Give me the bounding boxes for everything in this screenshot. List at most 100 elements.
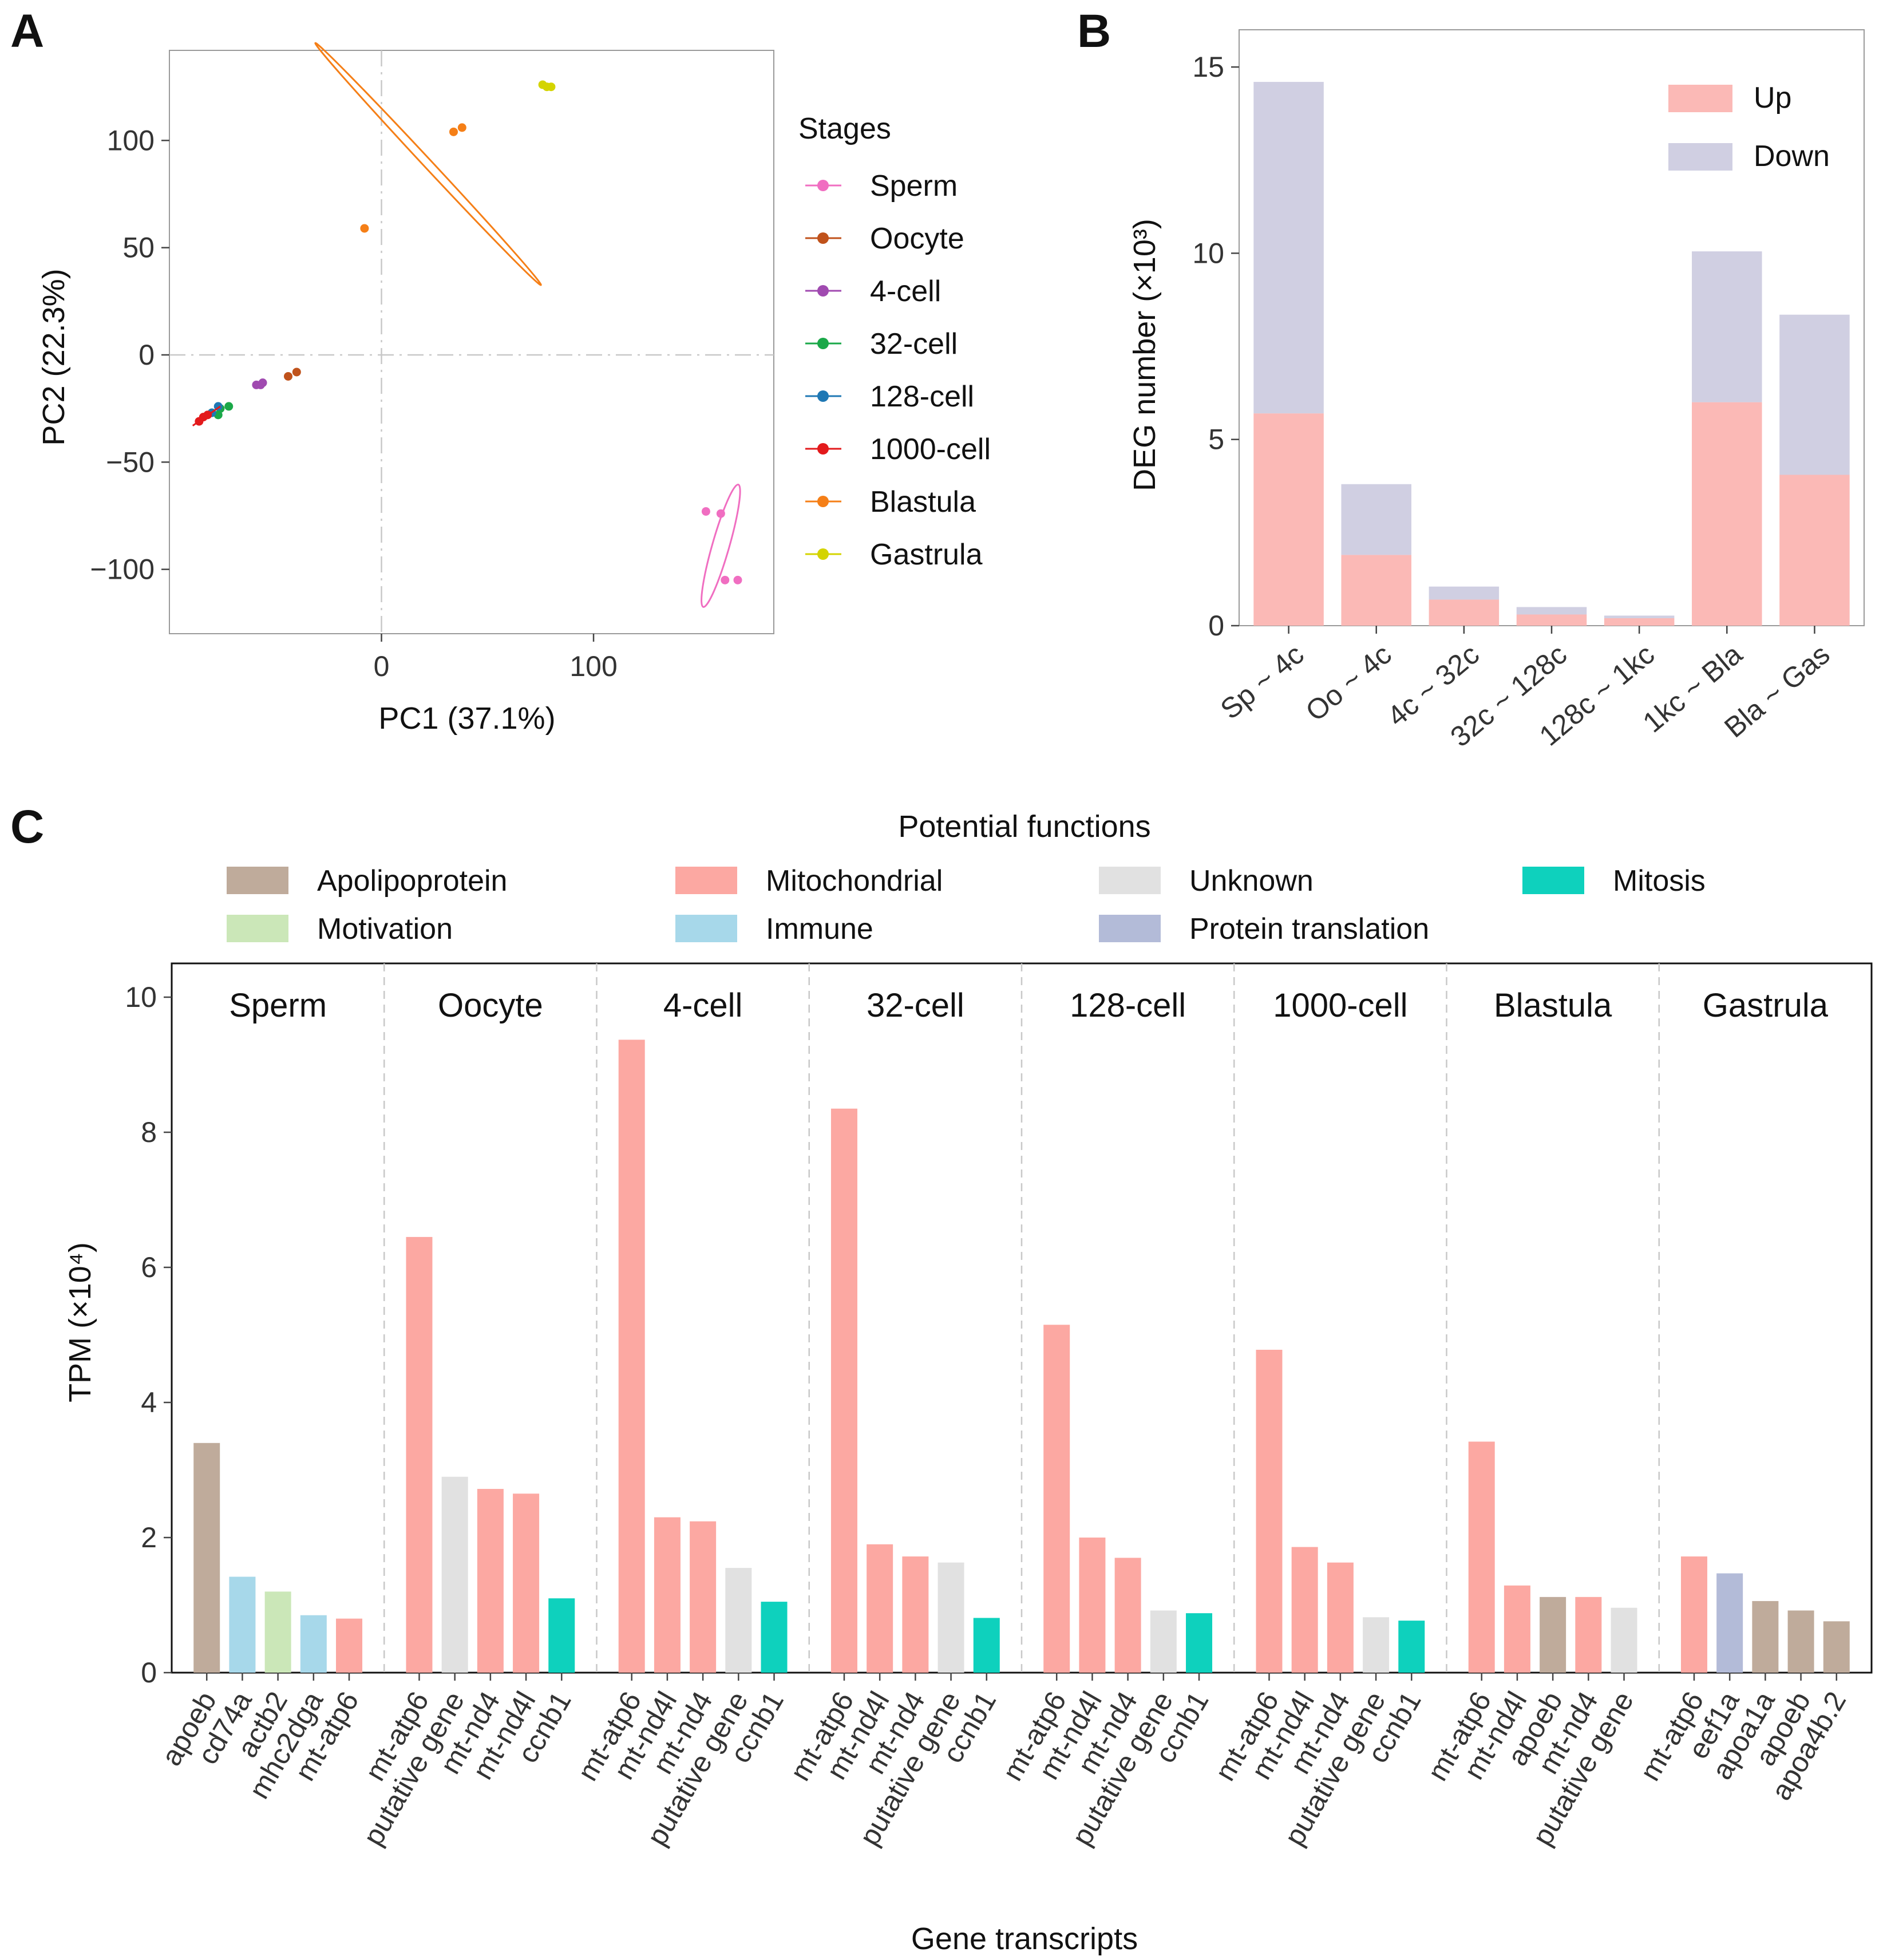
tpm-bar	[690, 1521, 717, 1673]
stage-label: 128-cell	[1070, 987, 1186, 1024]
functions-legend: Apolipoprotein Motivation Mitochondrial Imm…	[227, 864, 1706, 946]
function-legend-label: Mitosis	[1613, 864, 1706, 898]
tpm-bar	[1363, 1617, 1390, 1673]
deg-bar-up	[1779, 475, 1850, 626]
tpm-bar	[1398, 1621, 1425, 1673]
pca-y-tick-label: −100	[90, 554, 155, 586]
stage-label: 4-cell	[663, 987, 743, 1024]
tpm-bar	[1575, 1597, 1602, 1673]
tpm-bar	[1787, 1610, 1814, 1673]
pca-legend-marker	[817, 496, 829, 507]
function-legend-label: Unknown	[1189, 864, 1314, 898]
pca-y-tick-label: −50	[106, 446, 155, 478]
pca-x-tick-label: 0	[374, 650, 390, 682]
stage-label: 1000-cell	[1273, 987, 1407, 1024]
tpm-bar	[830, 1108, 857, 1673]
pca-legend-title: Stages	[798, 112, 891, 145]
deg-frame	[1239, 29, 1865, 626]
pca-frame	[169, 50, 774, 634]
pca-legend-marker	[817, 285, 829, 297]
pca-point	[721, 575, 730, 584]
tpm-bar	[1327, 1562, 1354, 1673]
pca-ellipse	[701, 483, 741, 608]
function-legend-swatch	[1522, 867, 1584, 894]
tpm-y-tick-label: 0	[141, 1657, 157, 1689]
deg-y-tick-label: 5	[1208, 424, 1224, 456]
tpm-bar	[1540, 1597, 1566, 1673]
panel-label-c: C	[10, 801, 44, 853]
pca-point	[457, 123, 466, 132]
pca-legend-marker	[817, 232, 829, 244]
function-legend-swatch	[675, 915, 737, 942]
pca-ellipse	[314, 42, 542, 286]
deg-bar-down	[1604, 615, 1675, 618]
stage-label: Blastula	[1494, 987, 1612, 1024]
function-legend-swatch	[227, 915, 288, 942]
tpm-bar	[1291, 1547, 1318, 1673]
deg-bar-down	[1429, 586, 1500, 600]
tpm-bar	[548, 1598, 575, 1673]
function-legend-label: Apolipoprotein	[317, 864, 507, 898]
deg-bar-down	[1253, 82, 1324, 414]
tpm-bar	[1823, 1621, 1850, 1673]
stage-label: 32-cell	[867, 987, 964, 1024]
pca-panel: 0 100 −100 −50 0 50 100 PC1 (37.1%) PC2 (22.3%…	[37, 42, 991, 736]
tpm-bar	[654, 1517, 681, 1673]
functions-legend-title: Potential functions	[898, 809, 1150, 844]
tpm-bar	[937, 1562, 964, 1673]
tpm-bar	[300, 1615, 327, 1673]
tpm-bar	[406, 1236, 433, 1673]
tpm-bar	[618, 1040, 645, 1673]
tpm-bar	[1680, 1556, 1707, 1673]
pca-legend-label: 1000-cell	[870, 433, 991, 466]
pca-legend-marker	[817, 443, 829, 455]
tpm-bar	[1114, 1558, 1141, 1673]
pca-legend: Stages Sperm Oocyte 4-cell 32-cell 128-cell 1…	[798, 112, 991, 571]
tpm-y-tick-label: 4	[141, 1386, 157, 1418]
pca-point	[733, 575, 742, 584]
pca-legend-marker	[817, 338, 829, 349]
tpm-bar	[1256, 1349, 1283, 1673]
deg-bar-up	[1604, 618, 1675, 626]
pca-legend-label: 128-cell	[870, 380, 974, 413]
tpm-bar	[1079, 1538, 1106, 1673]
pca-y-tick-label: 50	[122, 232, 155, 264]
pca-legend-marker	[817, 390, 829, 402]
tpm-y-tick-label: 2	[141, 1522, 157, 1554]
function-legend-swatch	[675, 867, 737, 894]
pca-point	[716, 509, 725, 518]
tpm-bar	[264, 1591, 291, 1673]
pca-y-tick-label: 100	[107, 124, 155, 156]
deg-bar-down	[1341, 484, 1411, 555]
function-legend-label: Protein translation	[1189, 912, 1429, 946]
pca-legend-label: Sperm	[870, 169, 958, 203]
deg-bar-up	[1692, 402, 1762, 626]
tpm-bar	[761, 1602, 788, 1673]
pca-point	[547, 82, 556, 92]
function-legend-swatch	[227, 867, 288, 894]
deg-y-axis-label: DEG number (×10³)	[1128, 219, 1162, 491]
pca-point	[224, 402, 234, 411]
tpm-bar	[1716, 1573, 1743, 1673]
deg-y-tick-label: 15	[1192, 51, 1224, 83]
pca-point	[701, 507, 710, 516]
deg-x-tick-label: Oo ~ 4c	[1300, 638, 1398, 728]
deg-bar-up	[1341, 555, 1411, 626]
deg-legend-label: Up	[1754, 81, 1791, 114]
pca-legend-label: 32-cell	[870, 327, 958, 361]
tpm-bar	[513, 1493, 540, 1673]
pca-point	[360, 224, 369, 233]
panel-label-b: B	[1077, 5, 1111, 57]
tpm-bar	[441, 1476, 468, 1673]
function-legend-swatch	[1099, 867, 1161, 894]
deg-bar-down	[1692, 251, 1762, 402]
tpm-y-tick-label: 8	[141, 1116, 157, 1148]
tpm-bar	[193, 1443, 220, 1673]
deg-y-tick-label: 10	[1192, 237, 1224, 269]
tpm-panel: Potential functions Apolipoprotein Motiva…	[63, 809, 1873, 1956]
tpm-bar	[477, 1489, 504, 1673]
pca-point	[449, 127, 458, 136]
